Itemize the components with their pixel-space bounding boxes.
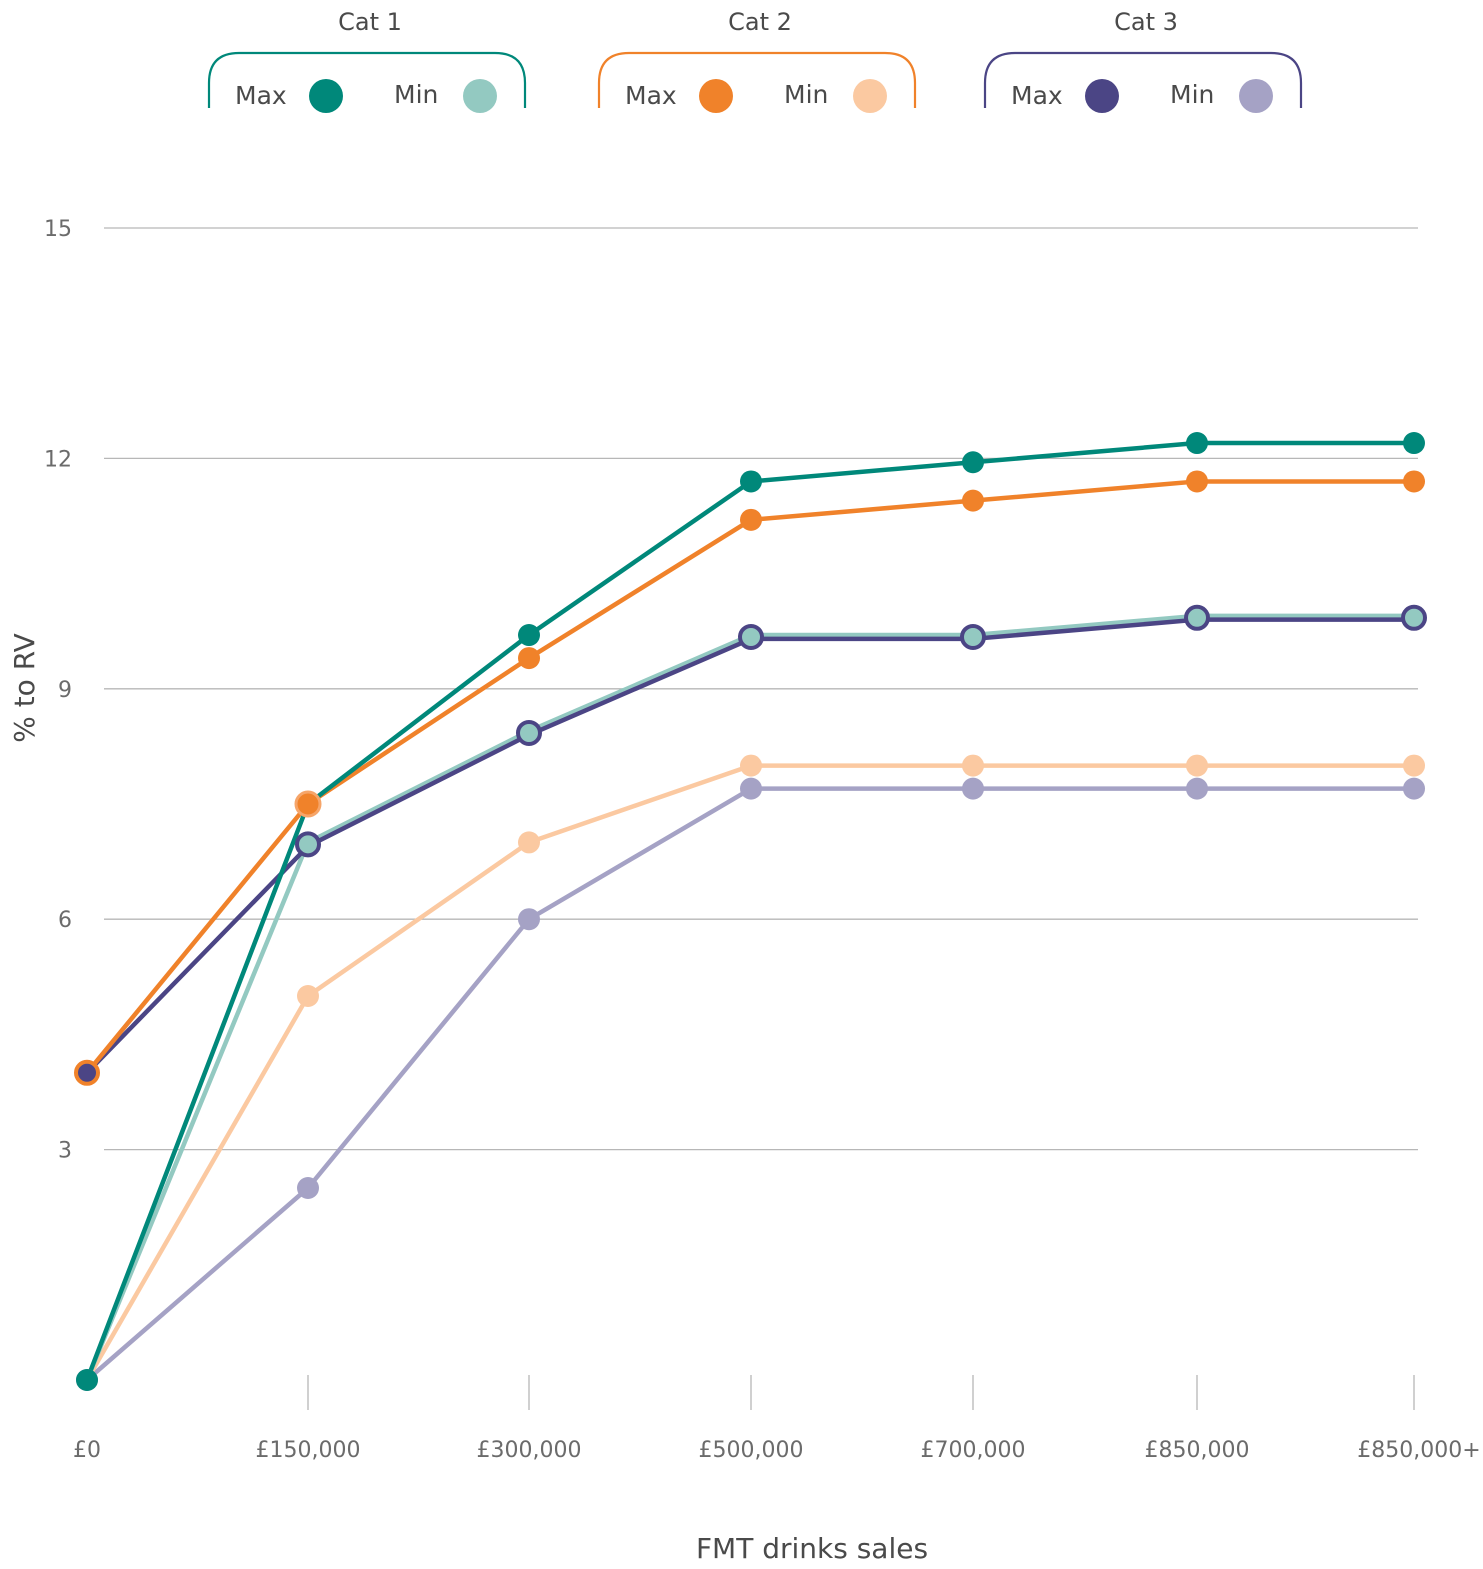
legend: Cat 1 Max Min Cat 2 Max Min Cat 3 Max Min bbox=[207, 8, 1303, 113]
data-point bbox=[1403, 470, 1425, 493]
x-tick-label: £150,000 bbox=[256, 1438, 361, 1463]
series-line bbox=[84, 440, 1417, 1383]
legend-group: Cat 3 Max Min bbox=[983, 8, 1303, 113]
data-point bbox=[294, 790, 322, 818]
legend-max-label: Max bbox=[1011, 81, 1063, 110]
data-point bbox=[962, 451, 984, 474]
legend-bracket bbox=[983, 51, 1303, 108]
legend-max-marker bbox=[1085, 79, 1119, 113]
legend-group-title: Cat 2 bbox=[728, 8, 792, 36]
legend-min-label: Min bbox=[1170, 80, 1214, 109]
legend-max-label: Max bbox=[235, 81, 287, 110]
y-tick-label: 3 bbox=[58, 1139, 72, 1164]
legend-bracket bbox=[207, 51, 527, 108]
x-tick-label: £850,000+ bbox=[1357, 1438, 1480, 1463]
y-tick-label: 6 bbox=[58, 908, 72, 933]
y-tick-label: 12 bbox=[44, 447, 72, 472]
data-point bbox=[740, 470, 762, 493]
y-axis-title: % to RV bbox=[8, 633, 41, 743]
x-tick-label: £300,000 bbox=[477, 1438, 582, 1463]
y-axis-tick-labels: 3 6 9 12 15 bbox=[44, 217, 72, 1164]
x-tick-label: £0 bbox=[73, 1438, 101, 1463]
series-points bbox=[74, 432, 1427, 1391]
data-point bbox=[516, 719, 542, 746]
legend-max-label: Max bbox=[625, 81, 677, 110]
data-point bbox=[297, 985, 319, 1007]
x-axis-ticks bbox=[307, 1375, 1415, 1410]
x-axis-title: FMT drinks sales bbox=[696, 1532, 928, 1565]
data-point bbox=[962, 777, 984, 800]
data-point bbox=[518, 624, 540, 647]
legend-min-label: Min bbox=[394, 80, 438, 109]
data-point bbox=[76, 1369, 98, 1391]
data-point bbox=[518, 647, 540, 670]
legend-group-title: Cat 3 bbox=[1114, 8, 1178, 36]
series-lines bbox=[84, 440, 1417, 1383]
data-point bbox=[1186, 470, 1208, 493]
data-point bbox=[1403, 432, 1425, 455]
legend-group: Cat 1 Max Min bbox=[207, 8, 527, 113]
legend-group: Cat 2 Max Min bbox=[597, 8, 917, 113]
data-point bbox=[295, 831, 321, 858]
x-tick-label: £850,000 bbox=[1145, 1438, 1250, 1463]
legend-max-marker bbox=[699, 79, 733, 113]
data-point bbox=[74, 1059, 100, 1086]
data-point bbox=[297, 1177, 319, 1199]
x-tick-label: £500,000 bbox=[699, 1438, 804, 1463]
x-axis-tick-labels: £0 £150,000 £300,000 £500,000 £700,000 £850,0… bbox=[73, 1438, 1481, 1463]
y-tick-label: 15 bbox=[44, 217, 72, 242]
data-point bbox=[1186, 777, 1208, 800]
data-point bbox=[740, 777, 762, 800]
data-point bbox=[1403, 754, 1425, 777]
series-line bbox=[84, 786, 1417, 1383]
data-point bbox=[1403, 777, 1425, 800]
series-line bbox=[84, 617, 1417, 1076]
legend-bracket bbox=[597, 51, 917, 108]
series-line bbox=[84, 479, 1417, 1076]
legend-min-label: Min bbox=[784, 80, 828, 109]
legend-max-marker bbox=[309, 79, 343, 113]
legend-min-marker bbox=[853, 79, 887, 113]
x-tick-label: £700,000 bbox=[921, 1438, 1026, 1463]
data-point bbox=[1186, 432, 1208, 455]
data-point bbox=[740, 754, 762, 777]
legend-min-marker bbox=[1239, 79, 1273, 113]
data-point bbox=[738, 623, 764, 650]
gridlines bbox=[104, 227, 1418, 1151]
data-point bbox=[1184, 604, 1210, 631]
data-point bbox=[518, 908, 540, 931]
y-tick-label: 9 bbox=[58, 678, 72, 703]
data-point bbox=[962, 754, 984, 777]
legend-min-marker bbox=[463, 79, 497, 113]
data-point bbox=[1186, 754, 1208, 777]
data-point bbox=[740, 508, 762, 531]
data-point bbox=[962, 489, 984, 512]
legend-group-title: Cat 1 bbox=[338, 8, 402, 36]
data-point bbox=[518, 831, 540, 854]
data-point bbox=[1401, 604, 1427, 631]
series-line bbox=[84, 613, 1417, 1383]
data-point bbox=[960, 623, 986, 650]
